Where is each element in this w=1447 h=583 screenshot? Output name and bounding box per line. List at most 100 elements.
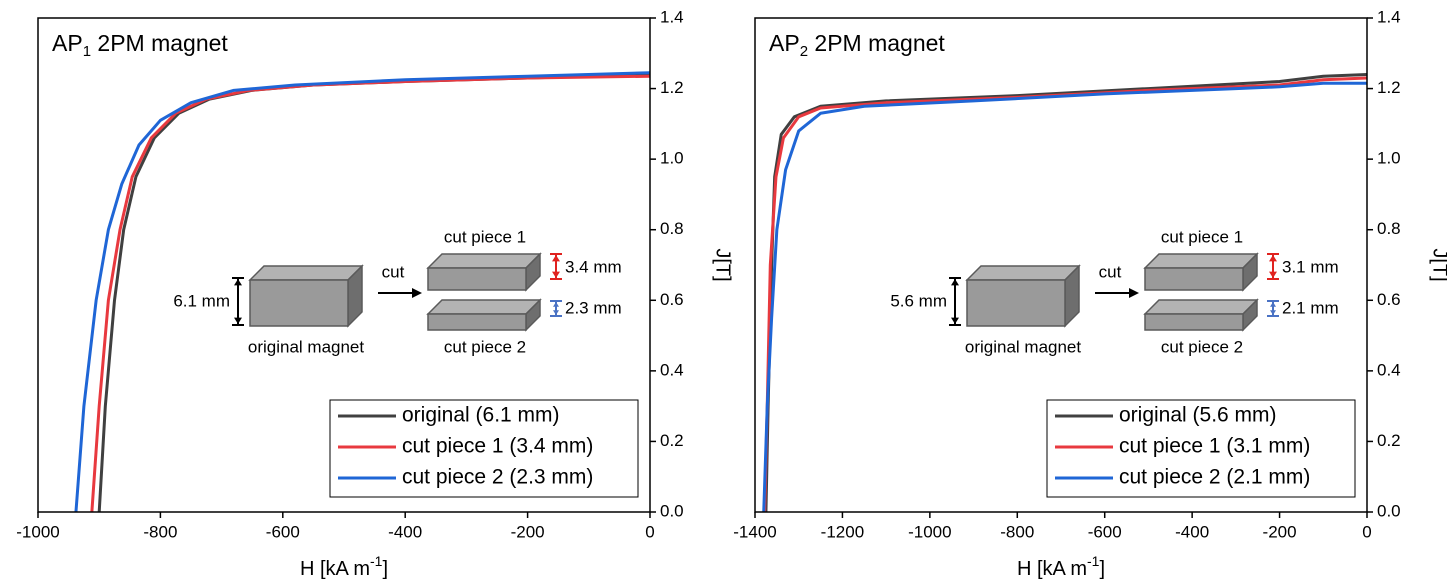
box-front: [427, 267, 527, 291]
box-top: [1143, 299, 1259, 315]
y-tick-label: 0.2: [660, 431, 684, 450]
x-tick-label: -800: [143, 522, 177, 541]
x-tick-label: -1400: [733, 522, 776, 541]
inset-label: cut piece 1: [1161, 227, 1243, 246]
arrow-head: [552, 271, 560, 278]
x-tick-label: 0: [645, 522, 654, 541]
legend-label: cut piece 1 (3.4 mm): [402, 435, 593, 458]
box-front: [966, 279, 1066, 327]
y-tick-label: 1.2: [1377, 78, 1401, 97]
x-tick-label: -400: [388, 522, 422, 541]
inset-label: cut piece 2: [444, 337, 526, 356]
x-axis-label: H [kA m-1]: [300, 553, 388, 581]
inset-label: cut piece 1: [444, 227, 526, 246]
y-tick-label: 0.8: [660, 219, 684, 238]
inset-label: cut: [382, 262, 405, 281]
arrow-head: [412, 288, 422, 298]
arrow-head: [951, 279, 959, 286]
x-label-text: H [kA m: [1017, 558, 1087, 580]
panel-title: AP1 2PM magnet: [52, 30, 228, 60]
box-front: [1144, 313, 1244, 331]
x-tick-label: -1000: [908, 522, 951, 541]
y-tick-label: 0.6: [1377, 290, 1401, 309]
legend-label: cut piece 2 (2.3 mm): [402, 466, 593, 489]
x-tick-label: -200: [511, 522, 545, 541]
y-tick-label: 1.4: [660, 7, 684, 26]
panel-title: AP2 2PM magnet: [769, 30, 945, 60]
x-tick-label: -600: [266, 522, 300, 541]
legend-label: original (5.6 mm): [1119, 404, 1277, 427]
x-tick-label: -200: [1263, 522, 1297, 541]
x-label-superscript: -1: [1087, 553, 1100, 569]
panel: -1000 -800 -600 -400 -200 0 0.0 0.2 0.4 0.6 0.8 1.0…: [16, 7, 733, 580]
arrow-head: [951, 317, 959, 324]
y-tick-label: 1.0: [1377, 149, 1401, 168]
arrow-head: [552, 255, 560, 262]
inset-label: 3.4 mm: [565, 257, 622, 276]
y-axis-label: J[T]: [712, 248, 734, 281]
legend-label: cut piece 1 (3.1 mm): [1119, 435, 1310, 458]
x-label-text: H [kA m: [300, 558, 370, 580]
inset-label: 2.1 mm: [1282, 298, 1339, 317]
y-tick-label: 0.6: [660, 290, 684, 309]
x-label-superscript: -1: [370, 553, 383, 569]
arrow-head: [553, 302, 559, 307]
x-tick-label: -400: [1175, 522, 1209, 541]
x-axis-label: H [kA m-1]: [1017, 553, 1105, 581]
arrow-head: [553, 310, 559, 315]
box-front: [249, 279, 349, 327]
title-text: AP: [52, 30, 83, 56]
y-tick-label: 0.8: [1377, 219, 1401, 238]
y-tick-label: 0.0: [660, 501, 684, 520]
title-text: AP: [769, 30, 800, 56]
arrow-head: [1270, 302, 1276, 307]
inset-label: 6.1 mm: [173, 291, 230, 310]
curves: [762, 72, 1367, 512]
box-front: [1144, 267, 1244, 291]
x-label-text: ]: [1099, 558, 1105, 580]
legend-label: cut piece 2 (2.1 mm): [1119, 466, 1310, 489]
title-subscript: 1: [83, 43, 91, 60]
legend-label: original (6.1 mm): [402, 404, 560, 427]
inset-label: original magnet: [248, 337, 365, 356]
inset-label: 3.1 mm: [1282, 257, 1339, 276]
curve: [74, 71, 650, 512]
y-axis-label: J[T]: [1429, 248, 1447, 281]
y-tick-label: 1.2: [660, 78, 684, 97]
plot-frame: [754, 17, 1368, 513]
inset-label: cut: [1099, 262, 1122, 281]
box-front: [427, 313, 527, 331]
arrow-head: [234, 279, 242, 286]
arrow-head: [1270, 310, 1276, 315]
x-label-text: ]: [382, 558, 388, 580]
curve: [763, 76, 1367, 512]
inset-label: 5.6 mm: [890, 291, 947, 310]
box-top: [965, 265, 1081, 281]
title-subscript: 2: [800, 43, 808, 60]
x-tick-label: -1200: [821, 522, 864, 541]
curve: [90, 74, 650, 512]
box-top: [1143, 253, 1259, 269]
curves: [74, 71, 650, 512]
plot-frame: [37, 17, 651, 513]
inset-label: original magnet: [965, 337, 1082, 356]
x-tick-label: 0: [1362, 522, 1371, 541]
panel: -1400 -1200 -1000 -800 -600 -400 -200 0 0.0 0.2 0.…: [733, 7, 1447, 580]
title-text: 2PM magnet: [808, 30, 945, 56]
y-tick-label: 1.0: [660, 149, 684, 168]
y-tick-label: 0.4: [660, 360, 684, 379]
arrow-head: [1269, 271, 1277, 278]
y-tick-label: 0.0: [1377, 501, 1401, 520]
inset-label: 2.3 mm: [565, 298, 622, 317]
x-tick-label: -600: [1088, 522, 1122, 541]
y-tick-label: 0.4: [1377, 360, 1401, 379]
curve: [762, 81, 1367, 512]
title-text: 2PM magnet: [91, 30, 228, 56]
x-tick-label: -800: [1000, 522, 1034, 541]
box-top: [248, 265, 364, 281]
arrow-head: [234, 317, 242, 324]
arrow-head: [1129, 288, 1139, 298]
inset-label: cut piece 2: [1161, 337, 1243, 356]
